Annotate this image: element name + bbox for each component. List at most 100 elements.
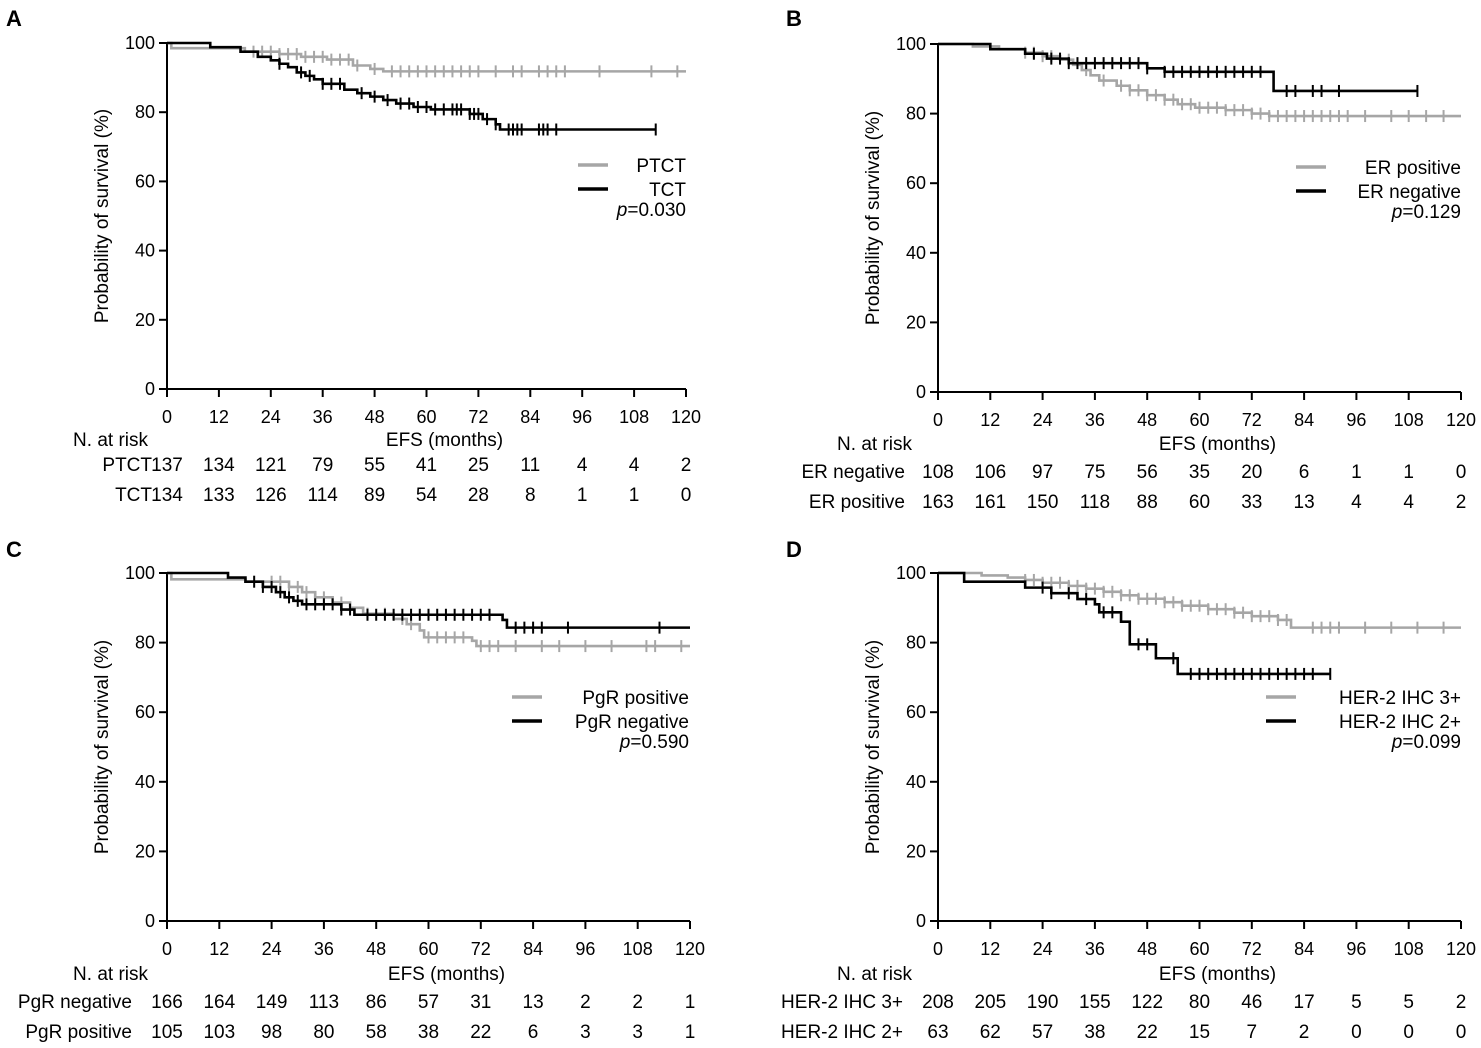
p-value-symbol: p <box>619 732 631 753</box>
legend-label: PTCT <box>636 156 686 177</box>
at-risk-value: 0 <box>1351 1022 1362 1043</box>
at-risk-value: 105 <box>151 1022 183 1043</box>
at-risk-value: 20 <box>1241 462 1262 483</box>
at-risk-value: 113 <box>309 992 339 1013</box>
at-risk-value: 6 <box>1299 462 1310 483</box>
at-risk-value: 57 <box>418 992 439 1013</box>
at-risk-value: 114 <box>308 485 339 506</box>
x-tick-label: 12 <box>980 410 1000 430</box>
y-tick-label: 20 <box>135 310 155 330</box>
at-risk-value: 103 <box>203 1022 235 1043</box>
y-tick-label: 60 <box>135 171 155 191</box>
x-tick-label: 36 <box>314 939 334 959</box>
y-tick-label: 20 <box>906 312 926 332</box>
at-risk-value: 0 <box>1456 462 1467 483</box>
at-risk-value: 15 <box>1189 1022 1210 1043</box>
at-risk-value: 2 <box>681 455 692 476</box>
x-tick-label: 96 <box>1346 939 1366 959</box>
survival-curve-pgr-negative <box>167 571 690 629</box>
at-risk-value: 58 <box>366 1022 387 1043</box>
at-risk-value: 4 <box>1351 492 1362 513</box>
at-risk-value: 7 <box>1247 1022 1258 1043</box>
panel-letter: C <box>6 537 22 562</box>
y-tick-label: 0 <box>145 379 155 399</box>
y-tick-label: 0 <box>145 911 155 931</box>
survival-curve-her-2-ihc-2- <box>938 571 1331 676</box>
at-risk-value: 28 <box>468 485 489 506</box>
at-risk-value: 35 <box>1189 462 1210 483</box>
p-value-number: =0.099 <box>1402 732 1461 753</box>
at-risk-value: 6 <box>528 1022 539 1043</box>
p-value-symbol: p <box>616 200 628 221</box>
x-axis-title: EFS (months) <box>386 430 503 451</box>
x-axis-title: EFS (months) <box>1159 964 1276 985</box>
at-risk-value: 89 <box>364 485 385 506</box>
x-tick-label: 72 <box>1242 410 1262 430</box>
at-risk-value: 1 <box>1351 462 1362 483</box>
at-risk-value: 88 <box>1137 492 1158 513</box>
legend-label: TCT <box>649 180 686 201</box>
at-risk-value: 121 <box>255 455 287 476</box>
at-risk-value: 1 <box>629 485 640 506</box>
x-tick-label: 24 <box>262 939 282 959</box>
p-value-symbol: p <box>1391 202 1403 223</box>
p-value: p=0.099 <box>1391 732 1461 753</box>
y-tick-label: 60 <box>906 702 926 722</box>
at-risk-value: 0 <box>1403 1022 1414 1043</box>
at-risk-value: 126 <box>255 485 287 506</box>
x-tick-label: 48 <box>365 407 385 427</box>
x-tick-label: 96 <box>575 939 595 959</box>
y-tick-label: 0 <box>916 911 926 931</box>
x-tick-label: 60 <box>1189 410 1209 430</box>
x-tick-label: 108 <box>619 407 649 427</box>
x-tick-label: 48 <box>366 939 386 959</box>
at-risk-value: 55 <box>364 455 385 476</box>
at-risk-value: 1 <box>685 992 696 1013</box>
at-risk-value: 163 <box>922 492 954 513</box>
at-risk-value: 86 <box>366 992 387 1013</box>
at-risk-row-label: PgR positive <box>25 1022 132 1043</box>
x-tick-label: 120 <box>1446 939 1476 959</box>
at-risk-header: N. at risk <box>73 430 148 451</box>
x-axis-title: EFS (months) <box>388 964 505 985</box>
survival-curve-er-negative <box>938 42 1418 93</box>
at-risk-value: 166 <box>151 992 183 1013</box>
y-axis-title: Probability of survival (%) <box>863 640 884 854</box>
legend-label: PgR positive <box>582 688 689 709</box>
at-risk-value: 38 <box>418 1022 439 1043</box>
y-tick-label: 0 <box>916 382 926 402</box>
y-tick-label: 40 <box>135 772 155 792</box>
at-risk-row-label: TCT <box>115 485 152 506</box>
p-value: p=0.590 <box>619 732 689 753</box>
x-tick-label: 48 <box>1137 939 1157 959</box>
y-tick-label: 20 <box>906 841 926 861</box>
at-risk-value: 2 <box>1456 492 1467 513</box>
legend-label: ER negative <box>1357 182 1461 203</box>
x-tick-label: 36 <box>1085 939 1105 959</box>
at-risk-value: 38 <box>1084 1022 1105 1043</box>
at-risk-value: 155 <box>1079 992 1111 1013</box>
at-risk-value: 80 <box>1189 992 1210 1013</box>
legend-label: ER positive <box>1365 158 1461 179</box>
at-risk-value: 3 <box>580 1022 591 1043</box>
y-tick-label: 80 <box>906 104 926 124</box>
at-risk-value: 56 <box>1137 462 1158 483</box>
x-tick-label: 36 <box>1085 410 1105 430</box>
panel-letter: B <box>786 6 802 31</box>
at-risk-value: 22 <box>470 1022 491 1043</box>
y-tick-label: 40 <box>906 243 926 263</box>
legend-label: HER-2 IHC 3+ <box>1339 688 1461 709</box>
y-tick-label: 80 <box>135 102 155 122</box>
y-tick-label: 20 <box>135 841 155 861</box>
x-tick-label: 84 <box>520 407 540 427</box>
p-value: p=0.030 <box>616 200 686 221</box>
y-tick-label: 60 <box>135 702 155 722</box>
x-tick-label: 12 <box>980 939 1000 959</box>
at-risk-value: 22 <box>1137 1022 1158 1043</box>
at-risk-value: 8 <box>525 485 536 506</box>
at-risk-header: N. at risk <box>837 434 912 455</box>
at-risk-value: 11 <box>520 455 540 476</box>
